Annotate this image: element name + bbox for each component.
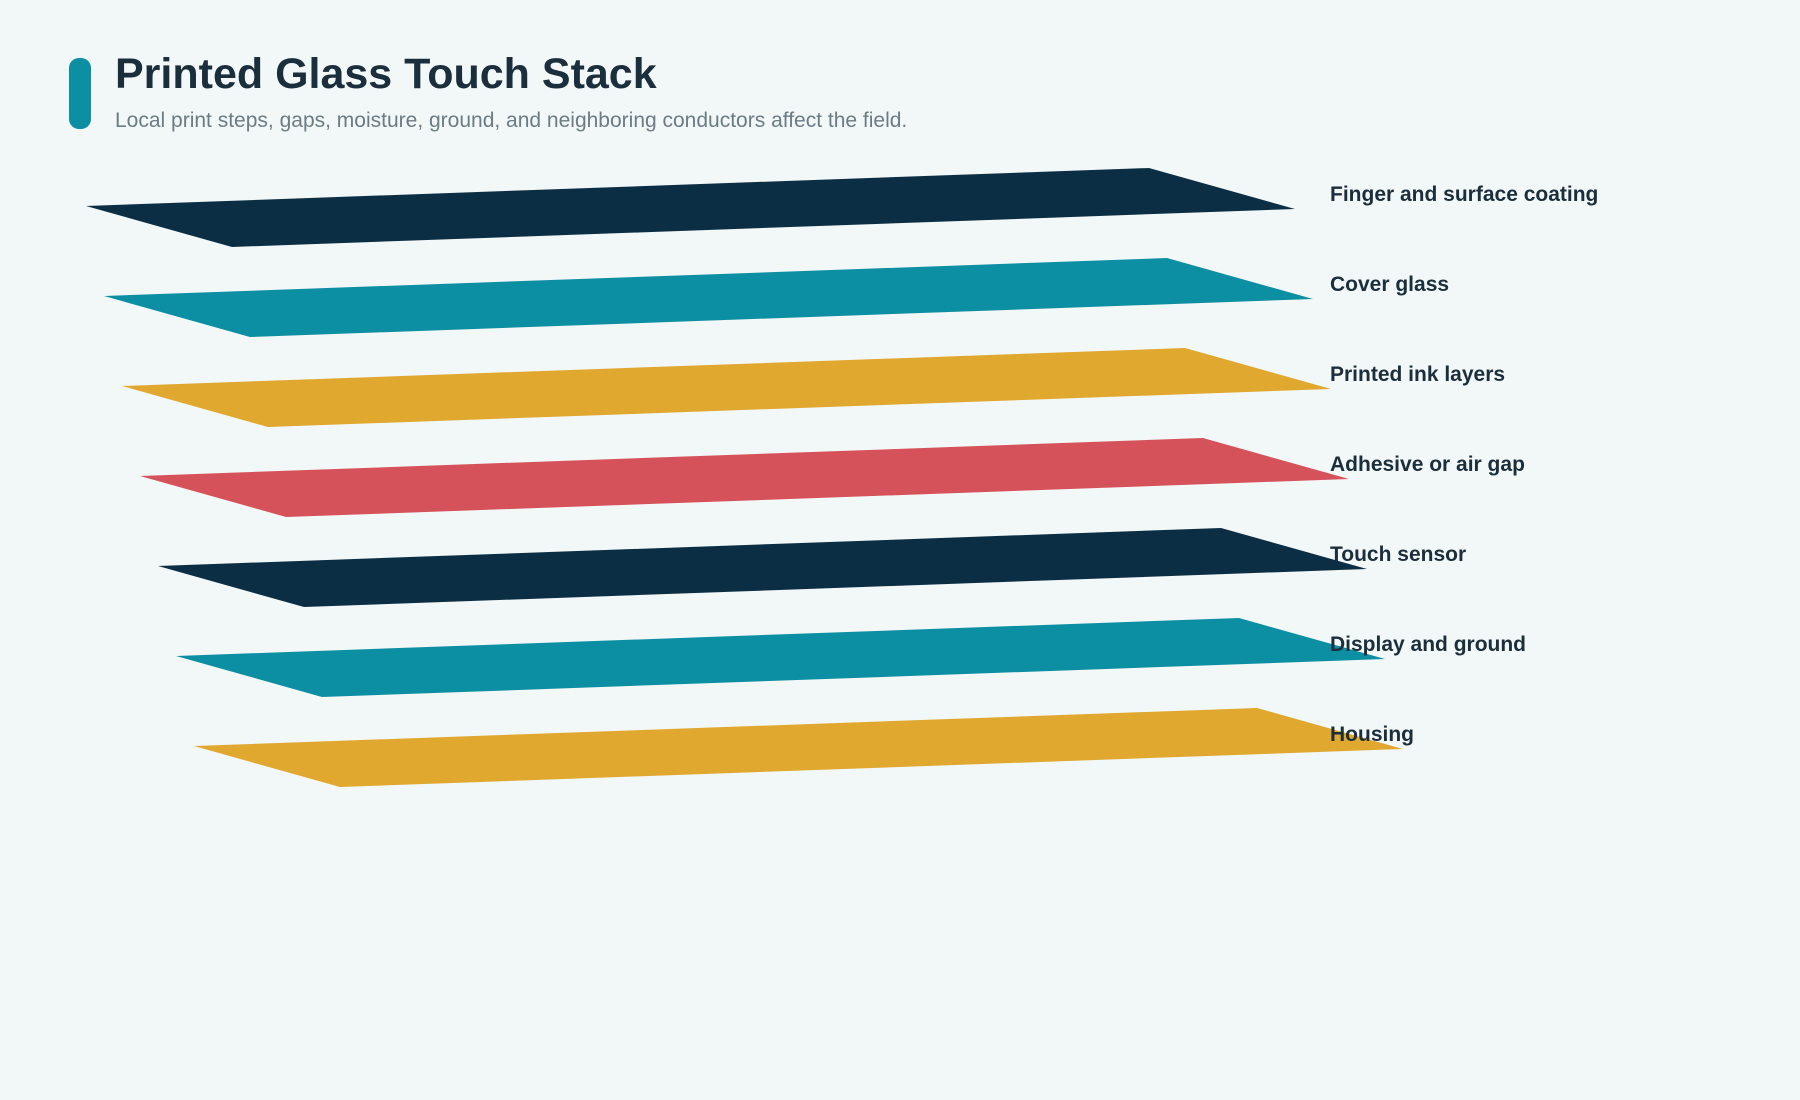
page-subtitle: Local print steps, gaps, moisture, groun… xyxy=(115,109,908,132)
layer-slab-6 xyxy=(176,618,1385,697)
layer-label-5: Touch sensor xyxy=(1330,543,1466,566)
layer-slab-7 xyxy=(194,708,1403,787)
layer-label-1: Finger and surface coating xyxy=(1330,183,1598,206)
layer-slab-1 xyxy=(86,168,1295,247)
layer-label-4: Adhesive or air gap xyxy=(1330,453,1525,476)
title-accent-bar xyxy=(69,58,91,129)
layer-label-2: Cover glass xyxy=(1330,273,1449,296)
page-title: Printed Glass Touch Stack xyxy=(115,50,657,98)
layer-slab-5 xyxy=(158,528,1367,607)
layer-slab-4 xyxy=(140,438,1349,517)
layer-slab-3 xyxy=(122,348,1331,427)
layer-label-3: Printed ink layers xyxy=(1330,363,1505,386)
layer-slab-2 xyxy=(104,258,1313,337)
layer-label-6: Display and ground xyxy=(1330,633,1526,656)
layer-label-7: Housing xyxy=(1330,723,1414,746)
